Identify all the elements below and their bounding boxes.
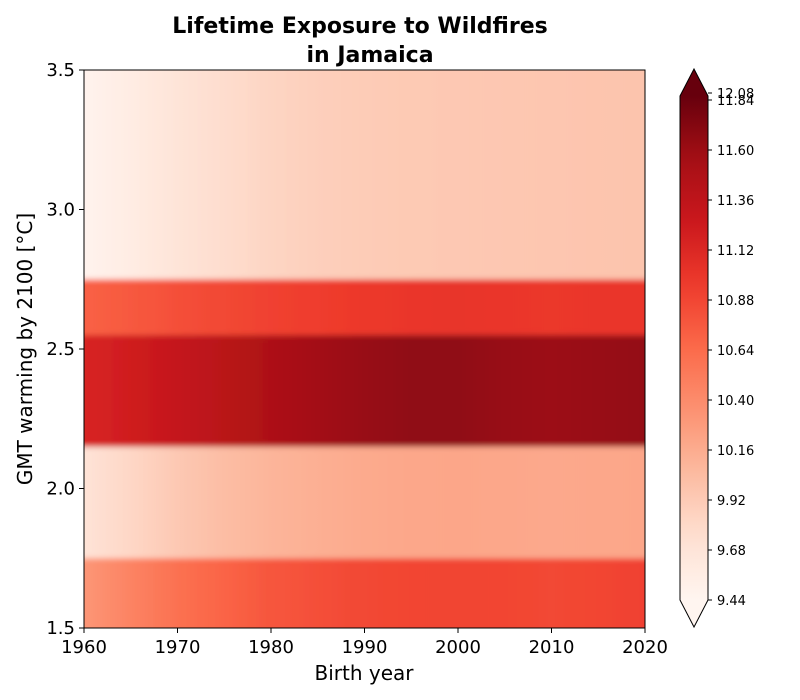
x-tick-label: 2000 — [435, 637, 481, 658]
colorbar-tick-label: 12.08 — [717, 87, 754, 102]
colorbar-tick-label: 11.84 — [717, 94, 754, 109]
colorbar-tick-label: 9.92 — [717, 494, 746, 509]
y-axis-label: GMT warming by 2100 [°C] — [13, 213, 37, 485]
x-tick-label: 2010 — [529, 637, 575, 658]
x-tick-label: 2020 — [622, 637, 668, 658]
colorbar-tick-label: 10.16 — [717, 444, 754, 459]
colorbar-tick-label: 10.88 — [717, 294, 754, 309]
heatmap-band — [84, 446, 645, 559]
y-tick-label: 3.0 — [46, 200, 75, 221]
y-tick-label: 2.0 — [46, 479, 75, 500]
heatmap-band — [84, 335, 645, 447]
x-axis-label: Birth year — [315, 661, 415, 685]
colorbar-tick-label: 11.60 — [717, 144, 754, 159]
colorbar-tick-label: 11.12 — [717, 244, 754, 259]
colorbar-extend-top — [680, 69, 708, 96]
colorbar-tick-label: 10.64 — [717, 344, 754, 359]
colorbar: 9.44 9.68 9.92 10.16 10.40 10.64 10.88 11.12 11.… — [679, 67, 754, 629]
colorbar-tick-label: 10.40 — [717, 394, 754, 409]
y-tick-label: 3.5 — [46, 60, 75, 81]
x-axis: 1960 1970 1980 1990 2000 2010 2020 — [61, 628, 668, 658]
x-tick-label: 1960 — [61, 637, 107, 658]
colorbar-extend-bottom — [680, 600, 708, 627]
colorbar-tick-label: 11.36 — [717, 194, 754, 209]
y-axis: 1.5 2.0 2.5 3.0 3.5 — [46, 60, 84, 639]
colorbar-tick-label: 9.44 — [717, 594, 746, 609]
heatmap-band — [84, 279, 645, 336]
x-tick-label: 1980 — [248, 637, 294, 658]
heatmap-band — [84, 558, 645, 628]
x-tick-label: 1990 — [342, 637, 388, 658]
plot-area — [84, 70, 645, 628]
colorbar-gradient — [680, 96, 708, 600]
heatmap-band — [84, 70, 645, 280]
y-tick-label: 1.5 — [46, 618, 75, 639]
colorbar-tick-label: 9.68 — [717, 544, 746, 559]
chart-title-line1: Lifetime Exposure to Wildfires — [172, 14, 547, 39]
chart-title-line2: in Jamaica — [306, 43, 433, 68]
x-tick-label: 1970 — [155, 637, 201, 658]
y-tick-label: 2.5 — [46, 339, 75, 360]
